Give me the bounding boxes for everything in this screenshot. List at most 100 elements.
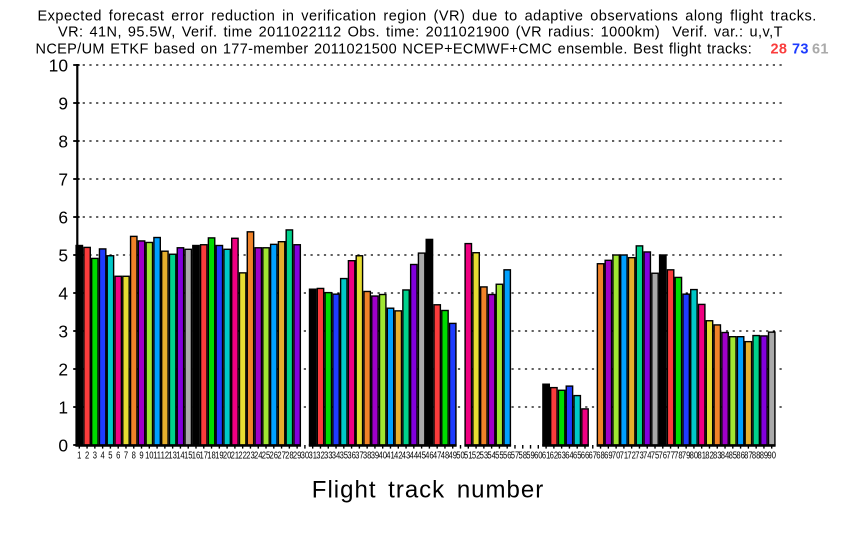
- svg-text:44: 44: [410, 449, 419, 460]
- svg-text:14: 14: [176, 449, 185, 460]
- svg-text:3: 3: [58, 321, 68, 341]
- svg-text:54: 54: [487, 449, 496, 460]
- svg-text:51: 51: [464, 449, 473, 460]
- svg-text:2: 2: [85, 449, 89, 460]
- svg-text:38: 38: [363, 449, 372, 460]
- svg-text:2: 2: [58, 359, 68, 379]
- svg-text:84: 84: [721, 449, 730, 460]
- svg-text:72: 72: [627, 449, 636, 460]
- svg-text:4: 4: [58, 283, 68, 303]
- svg-text:46: 46: [425, 449, 434, 460]
- svg-text:10: 10: [49, 55, 68, 75]
- svg-text:75: 75: [651, 449, 660, 460]
- svg-text:42: 42: [394, 449, 403, 460]
- svg-text:22: 22: [238, 449, 247, 460]
- svg-text:4: 4: [101, 449, 105, 460]
- svg-text:62: 62: [550, 449, 559, 460]
- svg-text:8: 8: [58, 131, 68, 151]
- svg-text:19: 19: [215, 449, 224, 460]
- svg-text:65: 65: [573, 449, 582, 460]
- svg-text:5: 5: [108, 449, 112, 460]
- svg-text:45: 45: [417, 449, 426, 460]
- svg-text:31: 31: [308, 449, 317, 460]
- svg-text:23: 23: [246, 449, 255, 460]
- svg-text:80: 80: [690, 449, 699, 460]
- svg-text:76: 76: [659, 449, 668, 460]
- svg-text:53: 53: [480, 449, 489, 460]
- svg-text:20: 20: [223, 449, 232, 460]
- svg-text:43: 43: [402, 449, 411, 460]
- svg-text:60: 60: [534, 449, 543, 460]
- svg-text:69: 69: [604, 449, 613, 460]
- svg-text:33: 33: [324, 449, 333, 460]
- svg-text:89: 89: [760, 449, 769, 460]
- svg-text:27: 27: [277, 449, 286, 460]
- svg-text:34: 34: [332, 449, 341, 460]
- svg-text:30: 30: [301, 449, 310, 460]
- svg-text:83: 83: [713, 449, 722, 460]
- svg-text:5: 5: [58, 245, 68, 265]
- svg-text:82: 82: [705, 449, 714, 460]
- svg-text:68: 68: [596, 449, 605, 460]
- svg-text:16: 16: [192, 449, 201, 460]
- svg-text:52: 52: [472, 449, 481, 460]
- svg-text:57: 57: [511, 449, 520, 460]
- svg-text:71: 71: [620, 449, 629, 460]
- svg-text:32: 32: [316, 449, 325, 460]
- svg-text:47: 47: [433, 449, 442, 460]
- svg-text:41: 41: [386, 449, 395, 460]
- svg-text:88: 88: [752, 449, 761, 460]
- svg-text:48: 48: [441, 449, 450, 460]
- svg-text:6: 6: [116, 449, 120, 460]
- svg-text:35: 35: [340, 449, 349, 460]
- svg-text:11: 11: [153, 449, 161, 460]
- svg-text:55: 55: [495, 449, 504, 460]
- svg-text:12: 12: [161, 449, 170, 460]
- svg-text:70: 70: [612, 449, 621, 460]
- svg-text:39: 39: [371, 449, 380, 460]
- svg-text:85: 85: [729, 449, 738, 460]
- svg-text:3: 3: [93, 449, 97, 460]
- svg-text:56: 56: [503, 449, 512, 460]
- svg-text:87: 87: [744, 449, 753, 460]
- svg-text:26: 26: [270, 449, 279, 460]
- svg-text:Flight track number: Flight track number: [312, 477, 544, 504]
- svg-text:59: 59: [526, 449, 535, 460]
- svg-text:7: 7: [124, 449, 128, 460]
- svg-text:Expected forecast error reduct: Expected forecast error reduction in ver…: [38, 8, 817, 24]
- svg-text:9: 9: [139, 449, 143, 460]
- svg-text:29: 29: [293, 449, 302, 460]
- svg-text:67: 67: [589, 449, 598, 460]
- svg-text:37: 37: [355, 449, 364, 460]
- svg-text:50: 50: [456, 449, 465, 460]
- svg-text:58: 58: [519, 449, 528, 460]
- svg-text:9: 9: [58, 93, 68, 113]
- svg-text:81: 81: [697, 449, 706, 460]
- svg-text:63: 63: [557, 449, 566, 460]
- svg-text:7: 7: [58, 169, 68, 189]
- svg-text:86: 86: [736, 449, 745, 460]
- svg-text:64: 64: [565, 449, 574, 460]
- svg-text:90: 90: [767, 449, 776, 460]
- svg-text:79: 79: [682, 449, 691, 460]
- svg-text:21: 21: [231, 449, 240, 460]
- svg-text:0: 0: [58, 435, 68, 455]
- svg-text:49: 49: [448, 449, 457, 460]
- svg-text:1: 1: [58, 397, 68, 417]
- svg-text:17: 17: [200, 449, 209, 460]
- svg-text:78: 78: [674, 449, 683, 460]
- svg-text:25: 25: [262, 449, 271, 460]
- svg-text:61: 61: [542, 449, 551, 460]
- svg-text:66: 66: [581, 449, 590, 460]
- svg-text:13: 13: [168, 449, 177, 460]
- svg-text:15: 15: [184, 449, 193, 460]
- svg-text:8: 8: [132, 449, 136, 460]
- svg-text:28: 28: [285, 449, 294, 460]
- svg-text:73: 73: [635, 449, 644, 460]
- svg-text:36: 36: [347, 449, 356, 460]
- svg-text:1: 1: [77, 449, 81, 460]
- svg-text:24: 24: [254, 449, 263, 460]
- svg-text:6: 6: [58, 207, 68, 227]
- svg-text:10: 10: [145, 449, 154, 460]
- svg-text:VR: 41N, 95.5W, Verif. time 20: VR: 41N, 95.5W, Verif. time 2011022112 O…: [58, 25, 783, 41]
